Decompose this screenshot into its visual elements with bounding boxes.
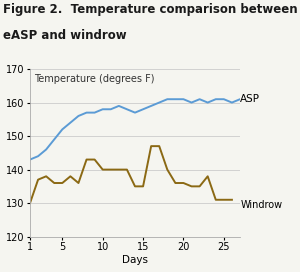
Text: Figure 2.  Temperature comparison between: Figure 2. Temperature comparison between [3,3,298,16]
Text: Windrow: Windrow [240,200,283,210]
Text: eASP and windrow: eASP and windrow [3,29,127,42]
X-axis label: Days: Days [122,255,148,265]
Text: Temperature (degrees F): Temperature (degrees F) [34,74,155,84]
Text: ASP: ASP [240,94,260,104]
